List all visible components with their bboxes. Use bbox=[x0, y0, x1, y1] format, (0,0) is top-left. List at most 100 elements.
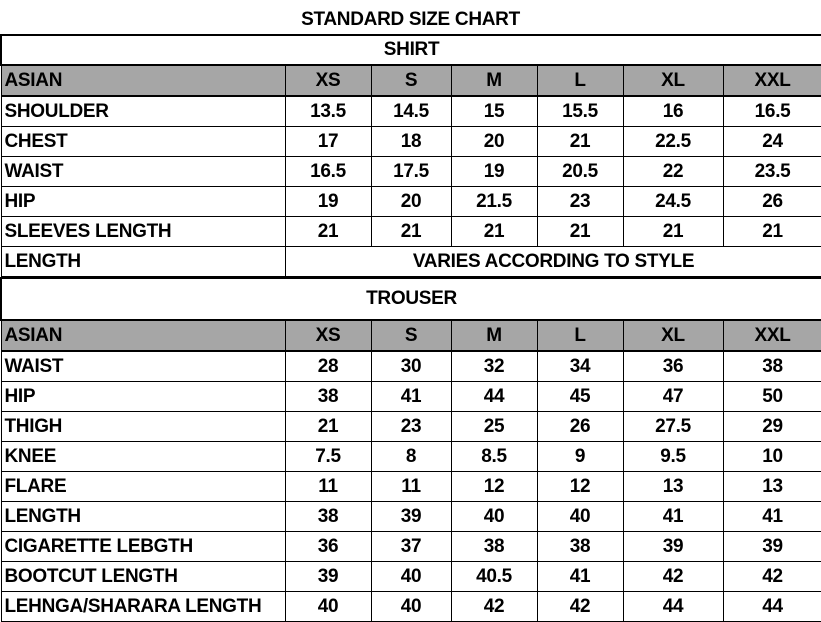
cell: 36 bbox=[284, 531, 372, 562]
cell: 21.5 bbox=[450, 186, 538, 217]
cell: 23 bbox=[370, 411, 452, 442]
cell: 10 bbox=[722, 441, 821, 472]
table-row: CHEST 17 18 20 21 22.5 24 bbox=[0, 126, 821, 157]
cell: XS bbox=[284, 319, 372, 352]
cell: 23 bbox=[536, 186, 624, 217]
cell: XS bbox=[284, 64, 372, 97]
cell: 26 bbox=[536, 411, 624, 442]
cell: 38 bbox=[284, 381, 372, 412]
cell: 13 bbox=[722, 471, 821, 502]
row-label: LENGTH bbox=[0, 501, 286, 532]
page-title: STANDARD SIZE CHART bbox=[301, 9, 520, 30]
cell: 21 bbox=[536, 126, 624, 157]
row-label: ASIAN bbox=[0, 64, 286, 97]
cell: 32 bbox=[450, 350, 538, 382]
cell: S bbox=[370, 319, 452, 352]
cell: 21 bbox=[622, 216, 724, 247]
cell: 12 bbox=[536, 471, 624, 502]
cell: 40 bbox=[370, 561, 452, 592]
cell: 38 bbox=[284, 501, 372, 532]
table-row: FLARE 11 11 12 12 13 13 bbox=[0, 471, 821, 502]
cell: 16.5 bbox=[722, 95, 821, 127]
cell: M bbox=[450, 319, 538, 352]
cell: 41 bbox=[536, 561, 624, 592]
row-label: LEHNGA/SHARARA LENGTH bbox=[0, 591, 286, 622]
trouser-section-title: TROUSER bbox=[0, 277, 821, 321]
cell: 17 bbox=[284, 126, 372, 157]
row-label: THIGH bbox=[0, 411, 286, 442]
cell: 8 bbox=[370, 441, 452, 472]
cell: 24 bbox=[722, 126, 821, 157]
cell: S bbox=[370, 64, 452, 97]
cell: 17.5 bbox=[370, 156, 452, 187]
cell: 38 bbox=[536, 531, 624, 562]
row-label: FLARE bbox=[0, 471, 286, 502]
cell: 39 bbox=[622, 531, 724, 562]
cell: 13.5 bbox=[284, 95, 372, 127]
table-row: LENGTH VARIES ACCORDING TO STYLE bbox=[0, 246, 821, 277]
cell: 47 bbox=[622, 381, 724, 412]
table-row: HIP 19 20 21.5 23 24.5 26 bbox=[0, 186, 821, 217]
cell: 40.5 bbox=[450, 561, 538, 592]
cell: 41 bbox=[370, 381, 452, 412]
cell: 37 bbox=[370, 531, 452, 562]
cell: 38 bbox=[450, 531, 538, 562]
cell: 15.5 bbox=[536, 95, 624, 127]
cell: 40 bbox=[536, 501, 624, 532]
cell: 34 bbox=[536, 350, 624, 382]
table-row: HIP 38 41 44 45 47 50 bbox=[0, 381, 821, 412]
cell: 42 bbox=[722, 561, 821, 592]
cell: 13 bbox=[622, 471, 724, 502]
cell: 39 bbox=[284, 561, 372, 592]
header-row: ASIAN XS S M L XL XXL bbox=[0, 319, 821, 352]
cell: 20 bbox=[450, 126, 538, 157]
cell: 27.5 bbox=[622, 411, 724, 442]
cell: 41 bbox=[622, 501, 724, 532]
cell: 20 bbox=[370, 186, 452, 217]
cell: 40 bbox=[450, 501, 538, 532]
row-label: SHOULDER bbox=[0, 95, 286, 127]
table-row: SLEEVES LENGTH 21 21 21 21 21 21 bbox=[0, 216, 821, 247]
cell: 22.5 bbox=[622, 126, 724, 157]
cell: 30 bbox=[370, 350, 452, 382]
cell: 12 bbox=[450, 471, 538, 502]
cell: 44 bbox=[450, 381, 538, 412]
cell: XL bbox=[622, 319, 724, 352]
cell: 36 bbox=[622, 350, 724, 382]
cell: L bbox=[536, 319, 624, 352]
cell: 39 bbox=[722, 531, 821, 562]
row-label: LENGTH bbox=[0, 246, 286, 277]
cell: 7.5 bbox=[284, 441, 372, 472]
cell: 41 bbox=[722, 501, 821, 532]
cell: 22 bbox=[622, 156, 724, 187]
cell: 26 bbox=[722, 186, 821, 217]
cell: 21 bbox=[450, 216, 538, 247]
header-row: ASIAN XS S M L XL XXL bbox=[0, 64, 821, 97]
cell: 21 bbox=[370, 216, 452, 247]
row-label: HIP bbox=[0, 186, 286, 217]
cell: 29 bbox=[722, 411, 821, 442]
cell: 16 bbox=[622, 95, 724, 127]
cell: XXL bbox=[722, 319, 821, 352]
row-label: BOOTCUT LENGTH bbox=[0, 561, 286, 592]
cell: 9 bbox=[536, 441, 624, 472]
cell: 50 bbox=[722, 381, 821, 412]
row-label: CIGARETTE LEBGTH bbox=[0, 531, 286, 562]
cell: 40 bbox=[370, 591, 452, 622]
table-row: CIGARETTE LEBGTH 36 37 38 38 39 39 bbox=[0, 531, 821, 562]
cell: 44 bbox=[722, 591, 821, 622]
cell: 11 bbox=[370, 471, 452, 502]
shirt-size-table: SHIRT ASIAN XS S M L XL XXL SHOULDER 13.5 14.5 15 1… bbox=[0, 34, 821, 277]
row-label: SLEEVES LENGTH bbox=[0, 216, 286, 247]
table-row: LEHNGA/SHARARA LENGTH 40 40 42 42 44 44 bbox=[0, 591, 821, 622]
cell: M bbox=[450, 64, 538, 97]
cell: 42 bbox=[536, 591, 624, 622]
cell: L bbox=[536, 64, 624, 97]
cell: 21 bbox=[536, 216, 624, 247]
table-row: WAIST 16.5 17.5 19 20.5 22 23.5 bbox=[0, 156, 821, 187]
row-label: KNEE bbox=[0, 441, 286, 472]
cell: 9.5 bbox=[622, 441, 724, 472]
cell: 8.5 bbox=[450, 441, 538, 472]
cell: 14.5 bbox=[370, 95, 452, 127]
shirt-section-title: SHIRT bbox=[0, 34, 821, 66]
